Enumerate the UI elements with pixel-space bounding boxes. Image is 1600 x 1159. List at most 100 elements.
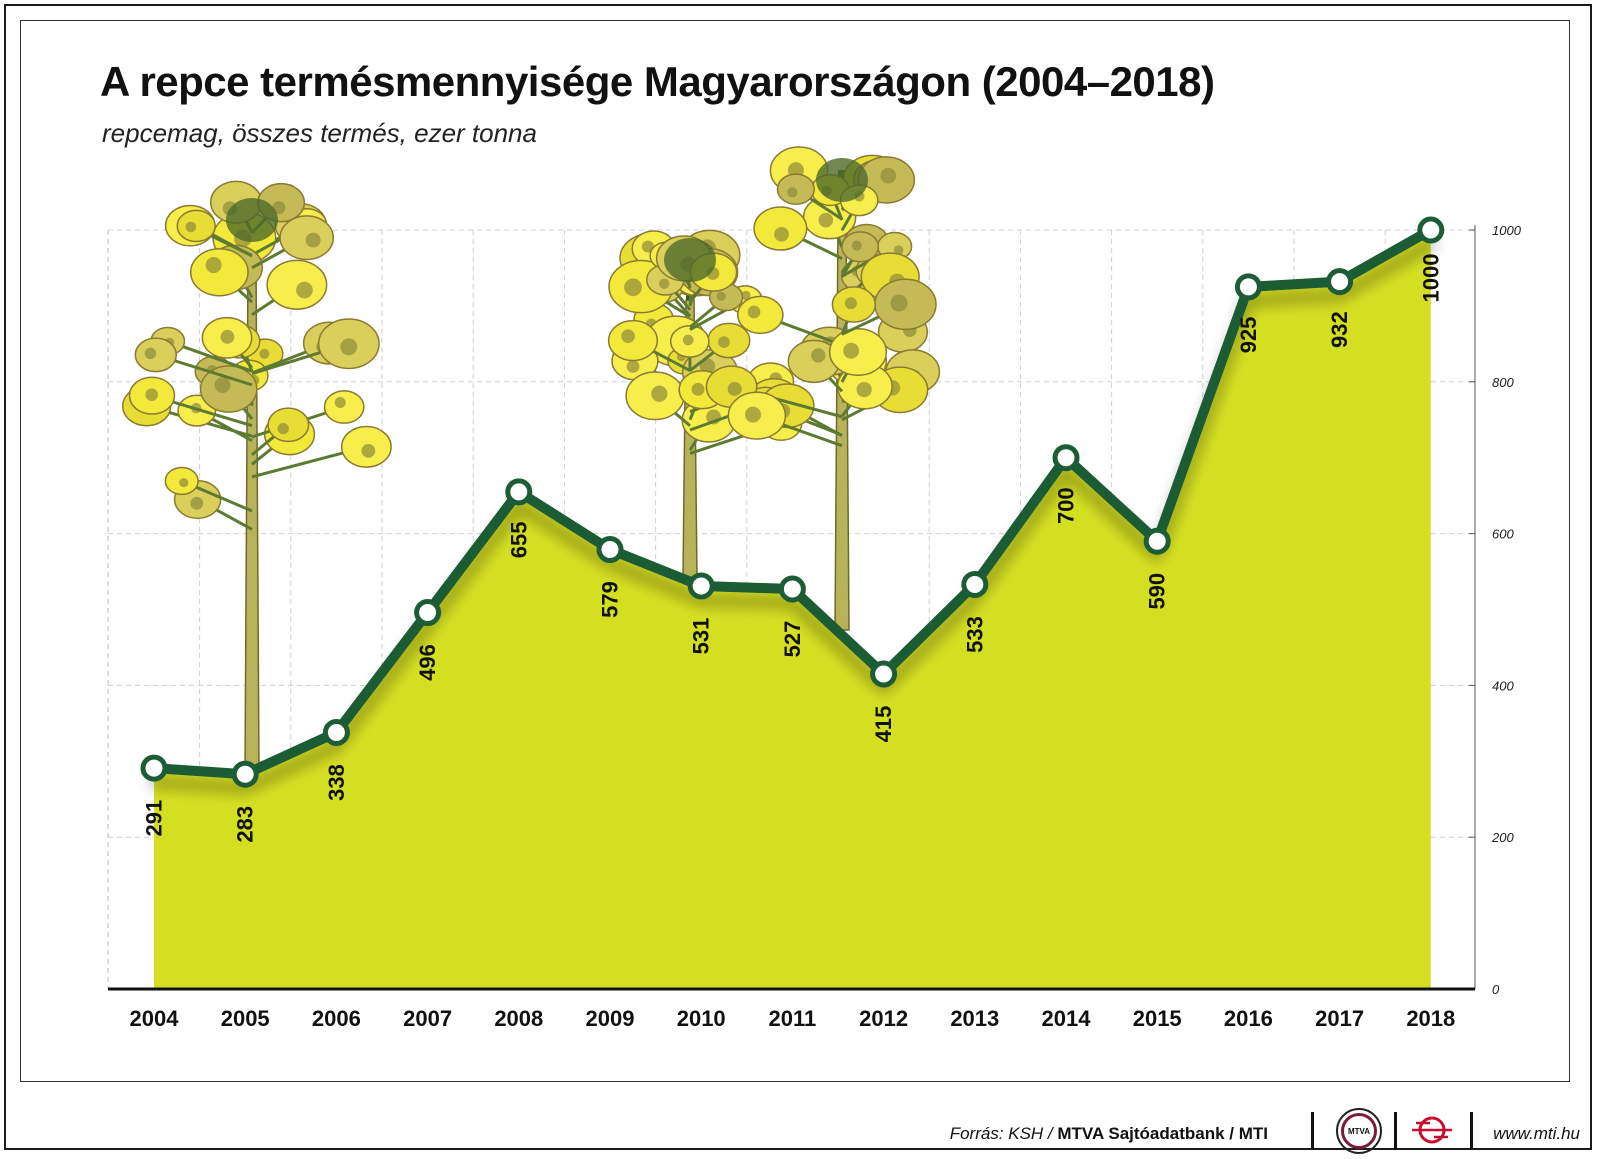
- chart-title: A repce termésmennyisége Magyarországon …: [100, 58, 1215, 105]
- flower: [737, 295, 784, 335]
- data-point: [414, 599, 442, 627]
- data-label: 531: [689, 618, 714, 655]
- y-tick-label: 600: [1492, 527, 1514, 542]
- y-tick-label: 1000: [1492, 223, 1522, 238]
- flower-shade: [334, 396, 346, 408]
- flower-shade: [277, 422, 289, 435]
- data-label: 496: [415, 644, 440, 681]
- flower-shade: [880, 167, 897, 184]
- mti-logo-icon: [1412, 1116, 1452, 1144]
- data-labels: 291 283 338 496 655 579 531 527 415 533 700 590 925 9…: [142, 254, 1444, 843]
- axes: 0 200 400 600 800 1000 2004 2005 2006 2007 2008 200…: [108, 223, 1522, 1031]
- flower-shade: [851, 240, 862, 251]
- x-tick-label: 2012: [859, 1006, 908, 1031]
- footer-separator: [1394, 1112, 1397, 1150]
- bud-cluster: [226, 198, 278, 242]
- flower-shade: [624, 278, 642, 297]
- rapeseed-illustration: [121, 146, 941, 771]
- flower-shade: [811, 348, 826, 363]
- flower: [189, 247, 249, 297]
- data-label: 415: [871, 706, 896, 743]
- data-label: 527: [780, 621, 805, 658]
- flower-shade: [818, 212, 834, 228]
- flower-shade: [214, 377, 231, 394]
- bud-cluster: [816, 158, 868, 202]
- flower-shade: [626, 360, 640, 373]
- x-tick-label: 2018: [1406, 1006, 1455, 1031]
- flower-shade: [843, 342, 860, 359]
- flower-shade: [682, 334, 694, 346]
- flower-shade: [699, 358, 716, 374]
- data-point: [231, 760, 259, 788]
- data-point: [1052, 444, 1080, 472]
- data-point: [778, 575, 806, 603]
- y-tick-label: 0: [1492, 982, 1500, 997]
- flower-shade: [893, 245, 904, 255]
- source-prefix: Forrás: KSH /: [949, 1124, 1058, 1143]
- footer: Forrás: KSH / MTVA Sajtóadatbank / MTI M…: [0, 1098, 1600, 1158]
- x-tick-label: 2016: [1224, 1006, 1273, 1031]
- data-point: [687, 572, 715, 600]
- flower-shade: [340, 338, 358, 356]
- data-point: [505, 478, 533, 506]
- mtva-logo-text: MTVA: [1341, 1113, 1377, 1149]
- flower-shade: [259, 348, 270, 359]
- data-label: 655: [506, 521, 531, 558]
- data-point: [596, 536, 624, 564]
- flower-shade: [716, 291, 726, 301]
- flower-shade: [890, 294, 908, 312]
- x-tick-label: 2015: [1133, 1006, 1182, 1031]
- markers: [140, 216, 1445, 788]
- data-label: 533: [962, 616, 987, 653]
- x-tick-label: 2006: [312, 1006, 361, 1031]
- rapeseed-plant-icon: [705, 146, 941, 631]
- x-tick-label: 2005: [221, 1006, 270, 1031]
- data-point: [1143, 527, 1171, 555]
- bud-cluster: [664, 238, 716, 282]
- x-tick-label: 2017: [1315, 1006, 1364, 1031]
- source-bold: MTVA Sajtóadatbank / MTI: [1057, 1124, 1268, 1143]
- data-label: 932: [1327, 311, 1352, 348]
- x-tick-label: 2013: [950, 1006, 999, 1031]
- flower-shade: [747, 305, 761, 319]
- flower-shade: [727, 381, 742, 396]
- flower-shade: [856, 381, 872, 398]
- flower-shade: [144, 347, 157, 360]
- flower-shade: [774, 226, 789, 242]
- y-tick-label: 400: [1492, 678, 1514, 693]
- flower: [176, 209, 216, 243]
- flower-shade: [659, 278, 670, 289]
- data-label: 291: [142, 800, 167, 837]
- x-tick-label: 2010: [677, 1006, 726, 1031]
- mtva-logo-icon: MTVA: [1336, 1108, 1382, 1154]
- data-label: 700: [1054, 487, 1079, 524]
- data-label: 283: [233, 806, 258, 843]
- flower-shade: [621, 329, 635, 343]
- flower-shade: [691, 382, 705, 396]
- x-tick-label: 2011: [769, 1006, 817, 1031]
- rapeseed-plant-icon: [121, 180, 392, 771]
- data-point: [1326, 268, 1354, 296]
- data-point: [140, 754, 168, 782]
- flower-shade: [361, 443, 376, 458]
- flower-shade: [741, 290, 751, 301]
- flower-shade: [185, 221, 197, 233]
- footer-separator: [1311, 1112, 1314, 1150]
- flower-shade: [145, 388, 158, 401]
- source-credit: Forrás: KSH / MTVA Sajtóadatbank / MTI: [950, 1124, 1268, 1144]
- flower-shade: [641, 240, 654, 253]
- area-shape: [154, 230, 1431, 989]
- data-point: [322, 718, 350, 746]
- flower-shade: [844, 297, 857, 310]
- flower-shade: [745, 406, 762, 423]
- y-tick-label: 200: [1491, 830, 1514, 845]
- x-tick-label: 2008: [494, 1006, 543, 1031]
- footer-separator: [1470, 1112, 1473, 1150]
- flower-shade: [305, 232, 321, 248]
- flower-shade: [718, 336, 730, 348]
- chart-svg: 291 283 338 496 655 579 531 527 415 533 700 590 925 9…: [107, 146, 1522, 1031]
- flower-shade: [179, 478, 189, 488]
- y-tick-label: 800: [1492, 375, 1514, 390]
- flower-shade: [651, 385, 668, 402]
- data-point: [870, 660, 898, 688]
